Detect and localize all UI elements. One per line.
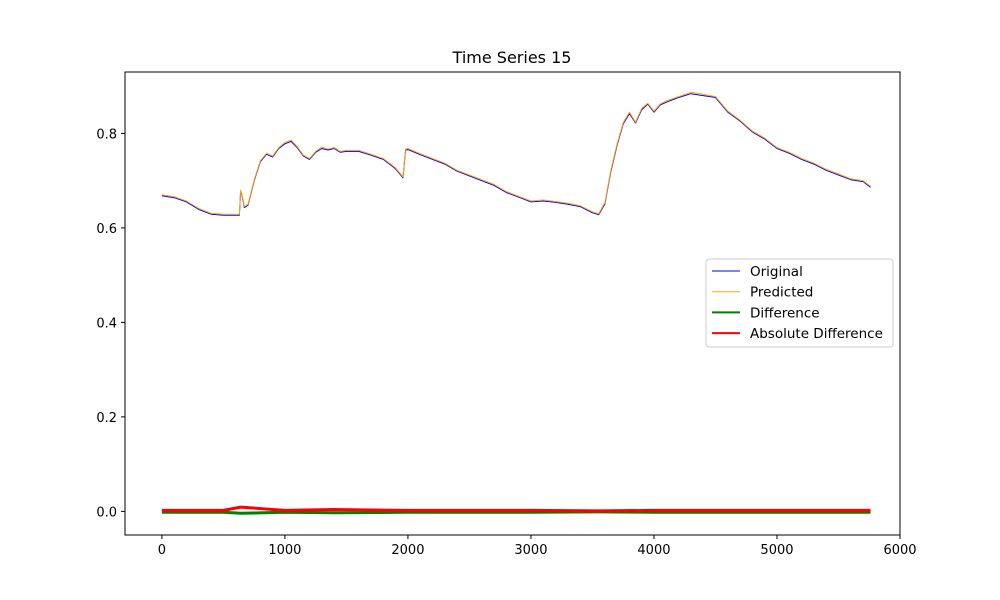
x-tick-label: 6000	[883, 543, 916, 558]
y-tick-label: 0.8	[96, 127, 117, 142]
x-tick-label: 5000	[760, 543, 793, 558]
legend-box	[705, 258, 894, 348]
x-tick-label: 3000	[514, 543, 547, 558]
axes-frame	[124, 71, 901, 536]
legend: Original Predicted Difference Absolute Diff…	[705, 258, 894, 348]
series-line-original	[161, 93, 871, 216]
y-tick-label: 0.0	[96, 505, 117, 520]
chart-title: Time Series 15	[452, 48, 572, 67]
series-line-predicted	[161, 91, 871, 215]
series-line-difference	[161, 510, 871, 515]
y-tick-label: 0.4	[96, 316, 117, 331]
series-layer	[161, 91, 871, 515]
x-tick-label: 0	[158, 543, 166, 558]
y-tick-label: 0.6	[96, 222, 117, 237]
x-tick-label: 2000	[391, 543, 424, 558]
legend-label: Difference	[750, 305, 820, 321]
x-tick-label: 4000	[637, 543, 670, 558]
y-tick-label: 0.2	[96, 411, 117, 426]
x-tick-label: 1000	[268, 543, 301, 558]
series-line-absolute-difference	[161, 505, 871, 513]
y-axis: 0.0 0.2 0.4 0.6 0.8	[96, 127, 125, 520]
x-axis: 0 1000 2000 3000 4000 5000 6000	[158, 535, 917, 558]
legend-label: Absolute Difference	[750, 326, 883, 342]
legend-label: Predicted	[750, 285, 813, 301]
legend-label: Original	[750, 264, 803, 280]
